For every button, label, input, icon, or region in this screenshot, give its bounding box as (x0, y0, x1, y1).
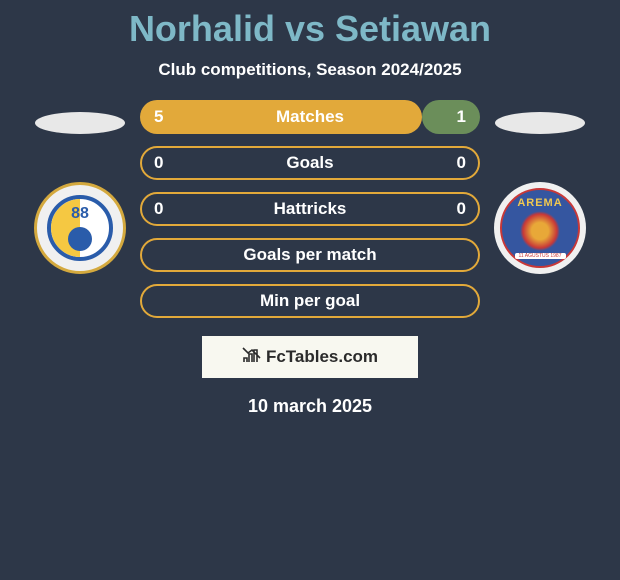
badge-inner: 88 (47, 195, 113, 261)
watermark-text: FcTables.com (266, 347, 378, 367)
stat-label: Hattricks (274, 199, 347, 219)
stat-value-right: 0 (457, 199, 466, 219)
lion-icon (520, 211, 560, 251)
left-player-col: 88 (30, 100, 130, 274)
stat-label: Min per goal (260, 291, 360, 311)
player-shadow (35, 112, 125, 134)
stat-value-left: 0 (154, 199, 163, 219)
badge-text-bottom: 11 AGUSTUS 1987 (515, 253, 566, 259)
stat-row: 0 0 Goals (140, 146, 480, 180)
right-club-badge: AREMA 11 AGUSTUS 1987 (494, 182, 586, 274)
stat-label: Matches (276, 107, 344, 127)
stat-value-right: 1 (457, 107, 466, 127)
stat-bar-right (422, 100, 480, 134)
comparison-row: 88 5 1 Matches 0 0 Goals 0 0 Hattricks Goals per … (0, 100, 620, 318)
watermark: FcTables.com (202, 336, 418, 378)
stat-row: 5 1 Matches (140, 100, 480, 134)
left-club-badge: 88 (34, 182, 126, 274)
comparison-date: 10 march 2025 (0, 396, 620, 417)
badge-number: 88 (51, 205, 109, 223)
stat-value-left: 0 (154, 153, 163, 173)
stat-row: Goals per match (140, 238, 480, 272)
page-title: Norhalid vs Setiawan (0, 0, 620, 60)
stat-row: 0 0 Hattricks (140, 192, 480, 226)
stat-label: Goals per match (243, 245, 376, 265)
page-subtitle: Club competitions, Season 2024/2025 (0, 60, 620, 100)
soccer-ball-icon (68, 227, 92, 251)
chart-icon (242, 346, 262, 369)
player-shadow (495, 112, 585, 134)
stat-label: Goals (286, 153, 333, 173)
stat-row: Min per goal (140, 284, 480, 318)
right-player-col: AREMA 11 AGUSTUS 1987 (490, 100, 590, 274)
stat-value-left: 5 (154, 107, 163, 127)
stat-value-right: 0 (457, 153, 466, 173)
badge-text-top: AREMA (517, 197, 562, 209)
badge-inner: AREMA 11 AGUSTUS 1987 (500, 188, 580, 268)
stats-panel: 5 1 Matches 0 0 Goals 0 0 Hattricks Goals per mat… (130, 100, 490, 318)
